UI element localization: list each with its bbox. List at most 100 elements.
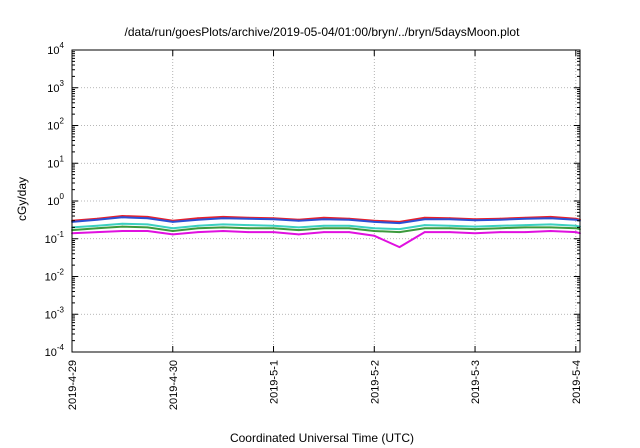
data-point — [448, 218, 451, 221]
data-point — [247, 224, 250, 226]
data-point — [499, 224, 502, 227]
series-line-4 — [71, 225, 581, 234]
data-point — [524, 226, 527, 229]
series-group — [71, 215, 581, 249]
data-point — [121, 230, 124, 232]
data-point — [448, 231, 451, 234]
data-point — [474, 219, 476, 222]
data-point — [222, 226, 225, 229]
data-point — [323, 227, 325, 230]
data-point — [398, 246, 401, 249]
data-point — [373, 220, 376, 223]
x-tick-label: 2019-5-3 — [470, 360, 482, 404]
data-point — [373, 230, 376, 232]
data-point — [146, 230, 149, 232]
data-point — [524, 231, 527, 234]
data-point — [423, 218, 426, 221]
data-point — [549, 217, 552, 220]
ticks: 10-4 10-3 10-2 10-1 100 101 102 103 104 2019-4-29… — [45, 41, 583, 410]
data-point — [549, 230, 552, 232]
data-point — [96, 227, 99, 230]
data-point — [499, 218, 502, 221]
data-point — [197, 224, 199, 227]
data-point — [222, 217, 225, 220]
data-point — [348, 224, 350, 227]
y-tick-label: 10-4 — [45, 343, 65, 359]
data-point — [499, 231, 502, 234]
y-tick-label: 10-2 — [45, 268, 65, 284]
data-point — [197, 227, 199, 230]
data-point — [474, 228, 476, 231]
grid — [71, 50, 580, 352]
data-point — [297, 233, 300, 236]
data-point — [574, 224, 577, 227]
data-point — [171, 233, 174, 236]
data-point — [146, 226, 149, 229]
x-tick-label: 2019-4-30 — [168, 360, 180, 410]
series-line-3 — [71, 222, 581, 231]
data-point — [474, 225, 476, 228]
data-point — [297, 226, 300, 229]
data-point — [247, 217, 250, 220]
data-point — [423, 231, 426, 234]
data-point — [247, 227, 250, 230]
data-point — [524, 217, 527, 220]
y-axis-label: cGy/day — [15, 177, 29, 221]
data-point — [197, 231, 199, 234]
data-point — [348, 218, 350, 221]
data-point — [323, 231, 325, 234]
data-point — [448, 227, 451, 230]
series-line-5 — [71, 230, 581, 249]
data-point — [272, 231, 275, 234]
data-point — [574, 218, 577, 221]
data-point — [121, 216, 124, 219]
data-point — [247, 231, 250, 234]
y-tick-label: 103 — [47, 79, 64, 95]
data-point — [398, 231, 401, 234]
data-point — [323, 224, 325, 227]
series-line-2 — [71, 216, 581, 225]
data-point — [423, 227, 426, 230]
data-point — [146, 223, 149, 226]
x-tick-label: 2019-4-29 — [67, 360, 79, 410]
data-point — [171, 230, 174, 232]
data-point — [398, 228, 401, 231]
y-tick-label: 100 — [47, 192, 64, 208]
x-tick-label: 2019-5-1 — [269, 360, 281, 404]
data-point — [323, 216, 325, 219]
y-tick-label: 10-1 — [45, 230, 65, 246]
y-tick-label: 10-3 — [45, 305, 65, 321]
x-tick-label: 2019-5-4 — [571, 360, 583, 404]
data-point — [96, 224, 99, 227]
data-point — [549, 223, 552, 226]
chart-title: /data/run/goesPlots/archive/2019-05-04/0… — [125, 25, 521, 39]
data-point — [146, 217, 149, 220]
data-point — [96, 231, 99, 234]
data-point — [574, 227, 577, 230]
data-point — [474, 232, 476, 235]
data-point — [373, 227, 376, 230]
data-point — [96, 218, 99, 221]
data-point — [171, 227, 174, 230]
y-tick-label: 102 — [47, 117, 64, 133]
data-point — [524, 224, 527, 226]
data-point — [448, 224, 451, 227]
x-axis-label: Coordinated Universal Time (UTC) — [230, 431, 414, 445]
data-point — [423, 224, 426, 226]
plot-frame — [71, 49, 581, 353]
data-point — [197, 218, 199, 221]
data-point — [323, 218, 325, 221]
data-point — [574, 231, 577, 234]
data-point — [171, 220, 174, 223]
y-tick-label: 104 — [47, 41, 64, 57]
data-point — [297, 219, 300, 222]
data-point — [272, 227, 275, 230]
data-point — [222, 223, 225, 226]
data-point — [222, 230, 225, 232]
data-point — [121, 222, 124, 225]
data-point — [348, 231, 350, 234]
data-point — [272, 218, 275, 221]
data-point — [499, 227, 502, 230]
data-point — [348, 227, 350, 230]
